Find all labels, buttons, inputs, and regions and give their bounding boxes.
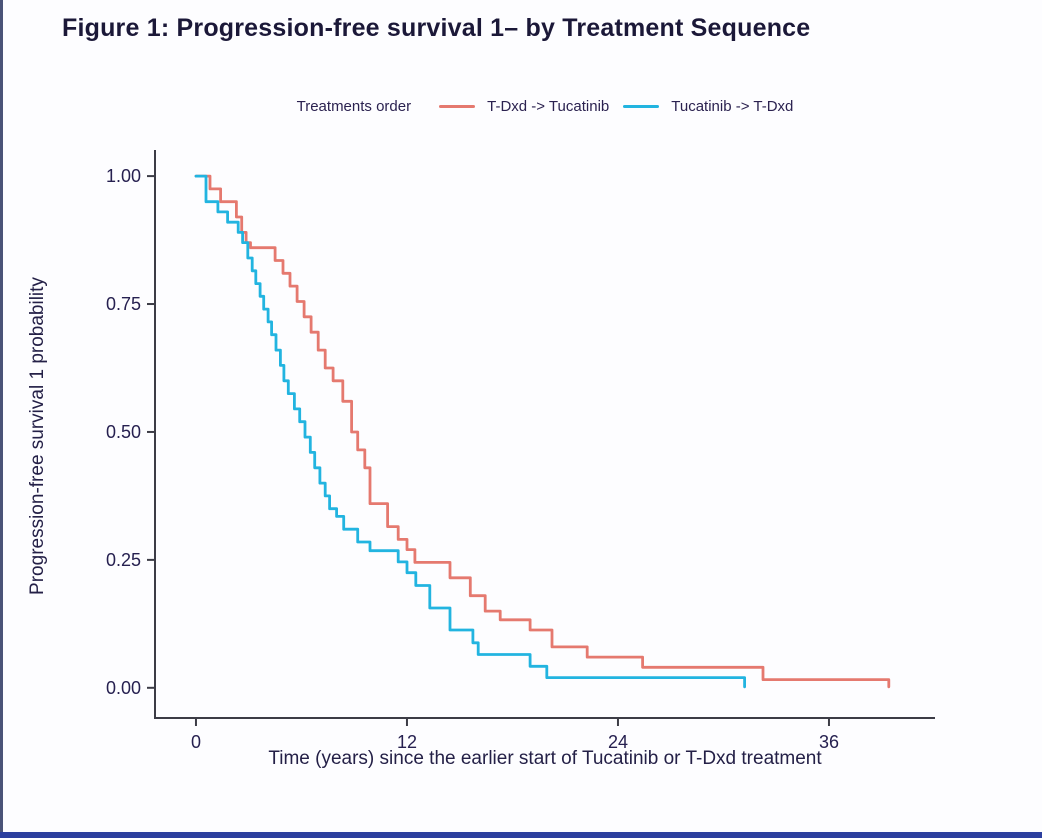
legend-item: T-Dxd -> Tucatinib	[439, 98, 609, 115]
x-tick-label: 36	[819, 732, 839, 752]
legend-swatch-tucatinib-first	[623, 105, 660, 108]
figure-title: Figure 1: Progression-free survival 1– b…	[62, 14, 811, 42]
bottom-edge-line	[0, 832, 1042, 838]
y-tick-label: 0.75	[106, 294, 141, 314]
legend-item-label: T-Dxd -> Tucatinib	[487, 98, 610, 115]
x-tick-label: 24	[608, 732, 628, 752]
legend-title: Treatments order	[296, 98, 412, 115]
legend: Treatments order T-Dxd -> Tucatinib Tuca…	[155, 98, 935, 115]
x-axis-label: Time (years) since the earlier start of …	[268, 748, 822, 769]
left-edge-line	[0, 0, 3, 838]
km-curve-1	[194, 174, 746, 689]
y-tick-label: 1.00	[106, 166, 141, 186]
legend-item-label: Tucatinib -> T-Dxd	[671, 98, 794, 115]
y-tick-label: 0.25	[106, 550, 141, 570]
x-tick-label: 0	[191, 732, 201, 752]
axis-lines	[154, 150, 935, 719]
km-curve-0	[194, 174, 891, 689]
y-axis-label: Progression-free survival 1 probability	[27, 277, 48, 595]
y-tick-label: 0.00	[106, 678, 141, 698]
y-tick-label: 0.50	[106, 422, 141, 442]
legend-swatch-tdxd-first	[439, 105, 476, 108]
legend-item: Tucatinib -> T-Dxd	[623, 98, 793, 115]
x-tick-label: 12	[397, 732, 417, 752]
